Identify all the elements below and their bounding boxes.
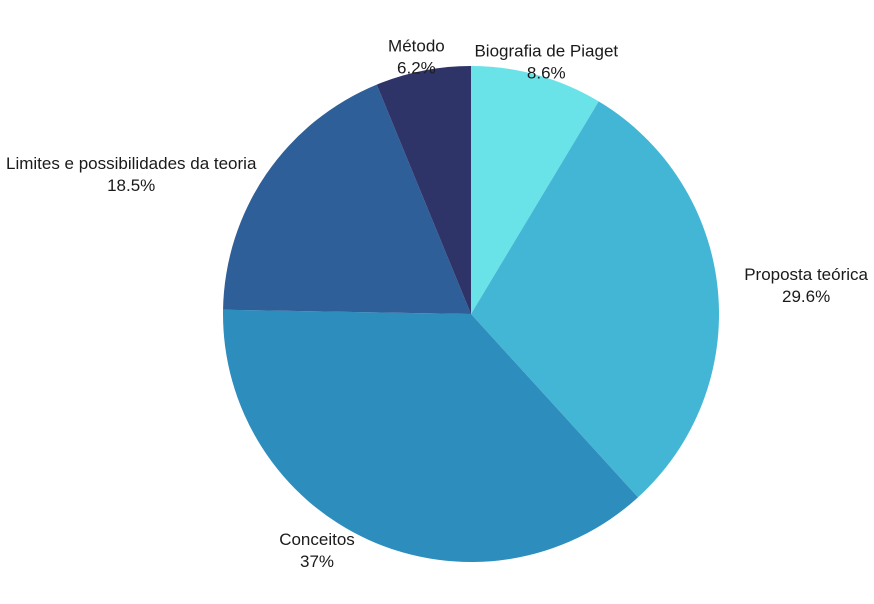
- pie-label-name: Limites e possibilidades da teoria: [6, 154, 257, 173]
- pie-label-limites-e-possibilidades-da-teoria: Limites e possibilidades da teoria 18.5%: [6, 154, 257, 195]
- pie-slice-metodo: [376, 66, 471, 314]
- pie-slice-conceitos: [223, 309, 639, 562]
- pie-label-name: Conceitos: [279, 530, 355, 549]
- pie-slices: [223, 66, 720, 562]
- pie-label-name: Método: [388, 36, 445, 55]
- pie-label-value: 37%: [300, 552, 334, 571]
- pie-label-value: 29.6%: [782, 287, 830, 306]
- pie-label-name: Proposta teórica: [744, 265, 868, 284]
- pie-label-conceitos: Conceitos 37%: [279, 530, 355, 571]
- pie-label-value: 18.5%: [107, 176, 155, 195]
- pie-label-proposta-teorica: Proposta teórica 29.6%: [744, 265, 868, 306]
- pie-label-value: 8.6%: [527, 63, 566, 82]
- pie-labels: Biografia de Piaget 8.6% Proposta teórica 2…: [6, 36, 869, 571]
- pie-label-biografia-de-piaget: Biografia de Piaget 8.6%: [474, 41, 618, 82]
- pie-label-value: 6.2%: [397, 58, 436, 77]
- pie-label-metodo: Método 6.2%: [388, 36, 445, 77]
- pie-slice-proposta-teorica: [471, 101, 720, 498]
- pie-label-name: Biografia de Piaget: [474, 41, 618, 60]
- pie-slice-biografia-de-piaget: [471, 66, 599, 314]
- pie-slice-limites-e-possibilidades-da-teoria: [223, 84, 471, 315]
